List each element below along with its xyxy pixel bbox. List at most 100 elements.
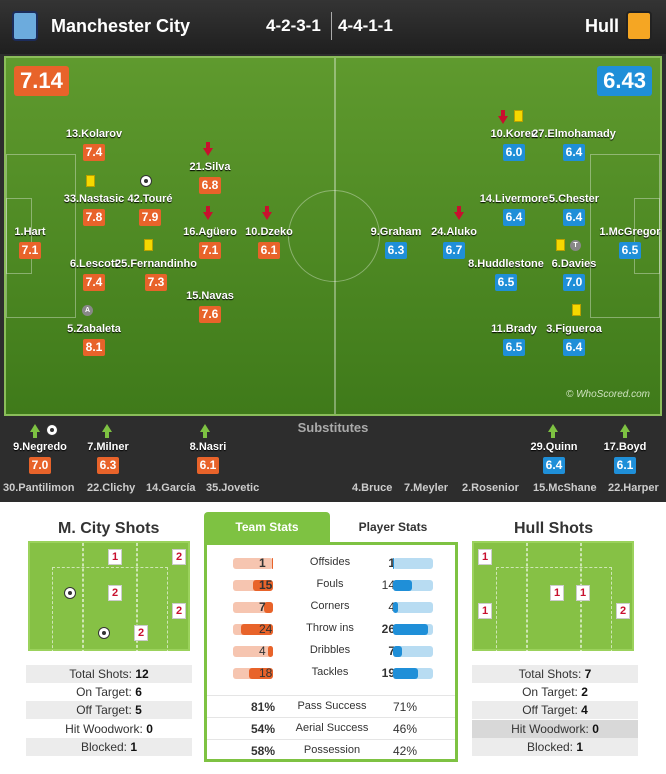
unused-sub[interactable]: 14.García: [146, 482, 196, 494]
sub-on-icon: [30, 424, 40, 438]
unused-sub[interactable]: 35.Jovetic: [206, 482, 260, 494]
away-stat-bar: [393, 558, 433, 569]
tab-player-stats[interactable]: Player Stats: [358, 520, 428, 534]
away-stat-value: 19: [381, 666, 395, 680]
away-shots-title: Hull Shots: [514, 520, 594, 537]
lineup-panel: Manchester City 4-2-3-1 4-4-1-1 Hull 7.1…: [0, 0, 666, 502]
unused-sub[interactable]: 4.Bruce: [352, 482, 393, 494]
stat-row-dribbles: 4 Dribbles 7: [207, 641, 455, 661]
unused-sub[interactable]: 22.Clichy: [87, 482, 136, 494]
away-total-shots: Total Shots: 7: [472, 665, 638, 683]
stat-row-fouls: 15 Fouls 14: [207, 575, 455, 595]
sub-off-icon: [498, 110, 508, 124]
home-on-target: On Target: 6: [76, 685, 142, 699]
tab-team-stats[interactable]: Team Stats: [204, 512, 330, 542]
home-blocked: Blocked: 1: [26, 738, 192, 756]
yellow-card-icon: [572, 304, 581, 316]
sub-off-icon: [203, 206, 213, 220]
shot-zone-count: 1: [550, 585, 564, 601]
away-off-target: Off Target: 4: [472, 701, 638, 719]
shot-zone-count: 1: [108, 549, 122, 565]
home-formation: 4-2-3-1: [266, 16, 321, 35]
unused-sub[interactable]: 15.McShane: [533, 482, 597, 494]
home-penalty-box: [6, 154, 76, 318]
stat-aerial-success: 54% Aerial Success 46%: [207, 717, 455, 739]
home-stat-bar: [233, 624, 273, 635]
stat-pass-success: 81% Pass Success 71%: [207, 695, 455, 717]
away-stat-bar: [393, 668, 433, 679]
match-header: Manchester City 4-2-3-1 4-4-1-1 Hull: [0, 0, 666, 54]
stat-row-throw-ins: 24 Throw ins 26: [207, 619, 455, 639]
stat-name: Corners: [310, 600, 350, 612]
goal-ball-icon: [46, 424, 58, 436]
home-stat-bar: [233, 558, 273, 569]
home-stat-value: 15: [259, 578, 273, 592]
formation-divider: [331, 12, 332, 40]
away-shots-pitch: 1 1 1 1 2: [472, 541, 634, 653]
twitter-badge-icon: T: [570, 240, 581, 251]
unused-sub[interactable]: 2.Rosenior: [462, 482, 519, 494]
away-penalty-box: [590, 154, 660, 318]
home-stat-bar: [233, 668, 273, 679]
shot-zone-count: 2: [172, 603, 186, 619]
centre-circle: [288, 190, 380, 282]
shot-zone-count: 1: [576, 585, 590, 601]
home-shots-title: M. City Shots: [58, 520, 160, 537]
stat-name: Fouls: [316, 578, 344, 590]
home-stat-value: 18: [259, 666, 273, 680]
goal-ball-icon: [64, 587, 76, 599]
away-team-rating: 6.43: [597, 66, 652, 96]
away-stat-value: 4: [388, 600, 395, 614]
home-stat-bar: [233, 602, 273, 613]
watermark: © WhoScored.com: [565, 389, 650, 400]
home-stat-value: 1: [259, 556, 266, 570]
shot-zone-count: 2: [134, 625, 148, 641]
goal-ball-icon: [98, 627, 110, 639]
away-team-name[interactable]: Hull: [585, 16, 619, 36]
hull-crest-icon: [626, 11, 652, 41]
yellow-card-icon: [144, 239, 153, 251]
away-stat-bar: [393, 624, 433, 635]
stat-row-offsides: 1 Offsides 1: [207, 553, 455, 573]
away-on-target: On Target: 2: [522, 685, 588, 699]
home-stat-value: 24: [259, 622, 273, 636]
away-six-yard-box: [634, 198, 660, 274]
home-stat-value: 7: [259, 600, 266, 614]
unused-sub[interactable]: 7.Meyler: [404, 482, 449, 494]
shot-zone-count: 2: [108, 585, 122, 601]
home-total-shots: Total Shots: 12: [26, 665, 192, 683]
home-team-name[interactable]: Manchester City: [51, 16, 191, 36]
home-shots-pitch: 1 2 2 2 2: [28, 541, 190, 653]
shot-zone-count: 2: [172, 549, 186, 565]
assist-badge-icon: A: [82, 305, 93, 316]
home-stat-value: 4: [259, 644, 266, 658]
home-six-yard-box: [6, 198, 32, 274]
home-stat-bar: [233, 646, 273, 657]
sub-off-icon: [454, 206, 464, 220]
away-stat-value: 7: [388, 644, 395, 658]
substitutes-title: Substitutes: [297, 420, 369, 435]
home-off-target: Off Target: 5: [26, 701, 192, 719]
shot-zone-count: 1: [478, 603, 492, 619]
stat-possession: 58% Possession 42%: [207, 739, 455, 761]
stat-row-corners: 7 Corners 4: [207, 597, 455, 617]
away-stat-value: 26: [381, 622, 395, 636]
sub-off-icon: [262, 206, 272, 220]
pitch: 7.14 6.43 13.Kolarov 7.4 33.Nastasic 7.8 4…: [4, 56, 662, 416]
stat-name: Tackles: [311, 666, 349, 678]
stat-name: Throw ins: [306, 622, 354, 634]
team-stats-panel: 1 Offsides 1 15 Fouls 14 7 Corners 4 24 Throw ins 2…: [204, 542, 458, 762]
away-stat-bar: [393, 646, 433, 657]
shot-zone-count: 1: [478, 549, 492, 565]
sub-on-icon: [620, 424, 630, 438]
yellow-card-icon: [86, 175, 95, 187]
home-stat-bar: [233, 580, 273, 591]
home-team-rating: 7.14: [14, 66, 69, 96]
goal-ball-icon: [140, 175, 152, 187]
away-formation: 4-4-1-1: [338, 16, 393, 35]
away-hit-woodwork: Hit Woodwork: 0: [472, 720, 638, 738]
yellow-card-icon: [556, 239, 565, 251]
unused-sub[interactable]: 30.Pantilimon: [3, 482, 75, 494]
sub-on-icon: [548, 424, 558, 438]
unused-sub[interactable]: 22.Harper: [608, 482, 659, 494]
